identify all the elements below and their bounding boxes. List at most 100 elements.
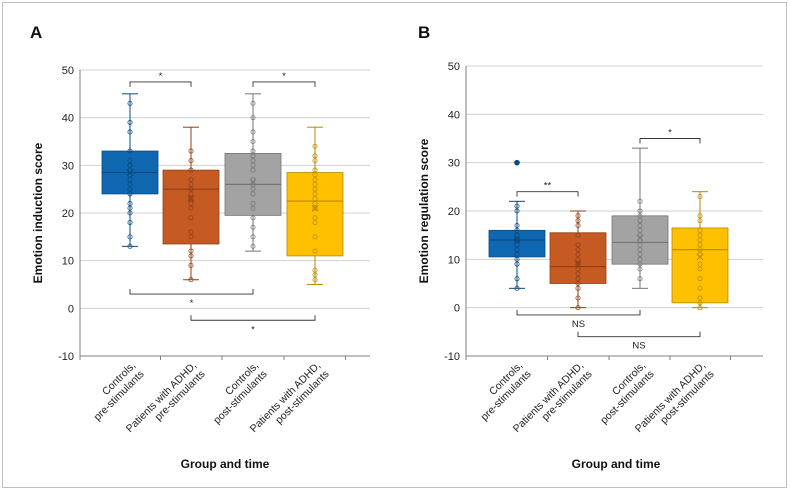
data-point	[697, 261, 703, 267]
data-point	[127, 234, 133, 240]
data-point	[188, 262, 194, 268]
data-point	[697, 305, 703, 311]
significance-bracket: *	[129, 71, 192, 87]
y-tick-label: 30	[448, 158, 460, 170]
data-point	[575, 213, 581, 219]
data-point	[188, 148, 194, 154]
data-point	[575, 261, 581, 267]
data-point	[312, 196, 318, 202]
data-point	[637, 208, 643, 214]
data-point	[188, 234, 194, 240]
data-point	[514, 247, 520, 253]
data-point	[188, 277, 194, 283]
significance-bracket: *	[190, 315, 316, 335]
data-point	[575, 295, 581, 301]
data-point	[575, 256, 581, 262]
mean-marker	[126, 169, 134, 176]
data-point	[312, 277, 318, 283]
data-point	[127, 200, 133, 207]
data-point	[575, 247, 581, 253]
data-point	[250, 100, 256, 106]
data-point	[312, 172, 318, 178]
data-point	[188, 191, 194, 197]
data-point	[312, 219, 318, 226]
box-group-1	[101, 93, 159, 249]
data-point	[637, 261, 643, 267]
data-point	[188, 177, 194, 183]
box-group-1	[488, 159, 546, 291]
data-point	[312, 272, 318, 278]
data-point	[575, 280, 581, 287]
data-point	[575, 285, 581, 291]
data-point	[312, 248, 318, 254]
data-point	[637, 251, 643, 258]
data-point	[514, 285, 520, 291]
data-point	[312, 205, 318, 211]
box-group-4	[671, 191, 729, 311]
significance-bracket: **	[516, 181, 579, 197]
data-point	[514, 251, 520, 258]
data-point	[188, 229, 194, 235]
data-point	[697, 242, 703, 248]
data-point	[697, 237, 703, 243]
box-iqr	[671, 227, 729, 304]
data-point	[250, 115, 256, 121]
data-point	[127, 177, 133, 183]
data-point	[637, 227, 643, 233]
mean-marker	[249, 178, 257, 186]
data-point	[312, 186, 318, 192]
data-point	[575, 305, 581, 311]
data-point	[127, 158, 133, 164]
chart-panel-b: B -10 0 10 20 30 40 50 Emotion regulation score G…	[417, 23, 763, 471]
data-point	[514, 208, 520, 214]
significance-label: *	[190, 298, 194, 309]
data-point	[312, 267, 318, 273]
data-point	[575, 242, 581, 248]
data-point	[127, 162, 133, 168]
bracket-line	[190, 315, 316, 321]
panel-label: B	[418, 23, 430, 42]
data-point	[575, 266, 581, 272]
data-point	[637, 276, 643, 282]
data-point	[188, 167, 194, 173]
significance-label: NS	[572, 319, 585, 330]
data-point	[250, 148, 256, 154]
y-axis-title: Emotion induction score	[31, 142, 45, 283]
box-iqr	[488, 229, 546, 258]
data-point	[697, 266, 703, 272]
data-point	[250, 243, 256, 249]
y-tick-label: 40	[62, 113, 74, 125]
y-tick-label: 10	[62, 256, 74, 268]
y-tick-label: 10	[448, 254, 460, 266]
data-point	[637, 213, 643, 219]
significance-bracket: NS	[577, 331, 701, 352]
y-tick-label: 30	[62, 160, 74, 172]
mean-marker	[574, 260, 582, 268]
data-point	[188, 181, 194, 187]
data-point	[697, 193, 703, 200]
data-point	[575, 232, 581, 238]
y-tick-label: 0	[68, 303, 74, 315]
data-point	[514, 261, 520, 267]
bracket-line	[129, 289, 254, 295]
data-point	[250, 162, 256, 168]
y-tick-label: 50	[62, 65, 74, 77]
data-point	[514, 242, 520, 248]
data-point	[250, 129, 256, 135]
significance-label: **	[544, 181, 552, 192]
data-point	[575, 276, 581, 282]
significance-label: *	[159, 71, 163, 82]
data-point	[312, 191, 318, 197]
significance-bracket: *	[129, 289, 254, 309]
data-point	[127, 181, 133, 187]
data-point	[250, 200, 256, 207]
data-point	[250, 234, 256, 240]
significance-label: *	[668, 128, 672, 139]
data-point	[188, 186, 194, 192]
data-point	[514, 276, 520, 282]
box-group-2	[549, 210, 607, 311]
bracket-line	[252, 81, 316, 87]
significance-label: NS	[632, 341, 645, 352]
significance-label: *	[282, 71, 286, 82]
